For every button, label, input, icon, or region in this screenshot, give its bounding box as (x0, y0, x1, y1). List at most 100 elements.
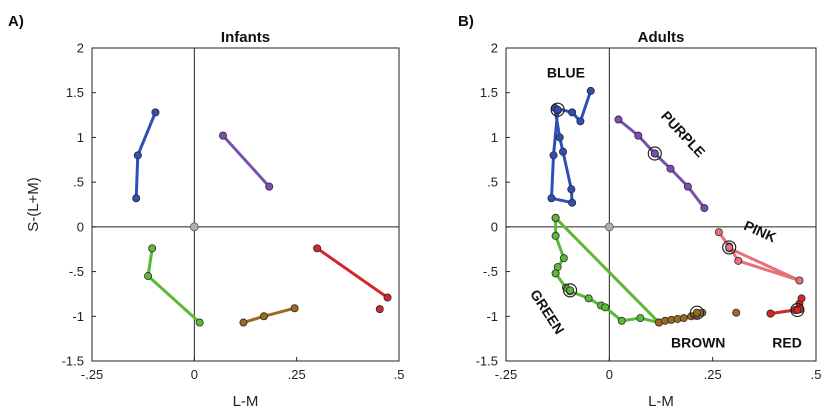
x-tick-label: .25 (704, 367, 722, 382)
y-tick-label: 1 (77, 130, 84, 145)
data-point (683, 182, 692, 191)
data-series (239, 304, 299, 327)
x-tick-label: .5 (811, 367, 822, 382)
color-annotation: GREEN (527, 287, 568, 337)
data-point (614, 115, 623, 124)
color-annotation: BROWN (671, 335, 725, 351)
y-tick-label: .5 (73, 175, 84, 190)
data-point (586, 86, 595, 95)
data-point (148, 244, 157, 253)
data-series (654, 305, 707, 327)
x-tick-label: .25 (288, 367, 306, 382)
series-line (146, 246, 202, 324)
y-tick-label: -1 (486, 309, 498, 324)
series-line (221, 134, 271, 189)
data-series (732, 308, 741, 317)
color-annotation: PINK (742, 217, 779, 245)
plot-panel: -.25 0 .25 .5 -1.5 -1 -.5 0 .5 1 1.5 2 A) Infants L-M S… (8, 13, 404, 410)
data-point (584, 294, 593, 303)
highlight-point (725, 243, 734, 252)
data-point (734, 256, 743, 265)
highlight-ring (647, 146, 662, 161)
data-point (732, 308, 741, 317)
highlight-point (566, 286, 575, 295)
highlight-point (650, 149, 659, 158)
data-point (700, 204, 709, 213)
y-tick-label: 0 (491, 219, 498, 234)
highlight-ring (562, 283, 578, 298)
data-point (239, 318, 248, 327)
origin-point (604, 222, 614, 232)
data-point (568, 108, 577, 117)
data-point (617, 316, 626, 325)
y-tick-label: -1 (72, 309, 84, 324)
data-point (559, 147, 568, 156)
data-point (290, 304, 299, 313)
plot-panel: -.25 0 .25 .5 -1.5 -1 -.5 0 .5 1 1.5 2 B) Adults L-M BL… (458, 13, 821, 410)
y-tick-label: -.5 (483, 264, 498, 279)
data-point (795, 276, 804, 285)
highlight-ring (550, 102, 565, 117)
color-annotation: RED (772, 335, 802, 351)
highlight-ring (722, 240, 737, 255)
data-point (679, 314, 688, 323)
data-point (133, 151, 142, 160)
y-tick-label: -1.5 (476, 354, 498, 369)
data-point (551, 231, 560, 240)
panel-label: A) (8, 13, 24, 30)
x-axis-label: L-M (648, 393, 674, 410)
data-point (259, 312, 268, 321)
series-line (616, 118, 706, 210)
data-series (218, 131, 274, 191)
data-point (375, 305, 384, 314)
data-point (797, 294, 806, 303)
y-tick-label: .5 (487, 175, 498, 190)
chart-title: Infants (221, 29, 270, 46)
y-tick-label: -1.5 (62, 354, 84, 369)
series-line (315, 246, 389, 299)
data-point (265, 182, 274, 191)
highlight-ring (790, 302, 805, 318)
y-tick-label: 2 (491, 41, 498, 56)
y-tick-label: 1.5 (66, 85, 84, 100)
color-annotation: BLUE (547, 65, 585, 81)
y-tick-label: 1.5 (480, 85, 498, 100)
data-point (666, 164, 675, 173)
data-series (132, 108, 160, 203)
y-tick-label: 0 (77, 219, 84, 234)
data-series (313, 244, 392, 302)
data-point (313, 244, 322, 253)
data-point (567, 185, 576, 194)
data-series (547, 86, 595, 207)
x-tick-label: .5 (394, 367, 405, 382)
y-axis-label: S-(L+M) (25, 177, 42, 232)
y-tick-label: 1 (491, 130, 498, 145)
panel-label: B) (458, 13, 474, 30)
data-point (132, 194, 141, 203)
color-annotation: PURPLE (658, 108, 708, 160)
data-point (218, 131, 227, 140)
x-tick-label: 0 (606, 367, 613, 382)
data-point (549, 151, 558, 160)
x-tick-label: -.25 (495, 367, 517, 382)
data-series (766, 294, 806, 318)
data-point (551, 213, 560, 222)
x-tick-label: -.25 (81, 367, 103, 382)
highlight-point (793, 306, 802, 315)
data-series (144, 244, 204, 327)
data-series (714, 228, 804, 285)
highlight-point (553, 105, 562, 114)
y-tick-label: 2 (77, 41, 84, 56)
data-point (576, 117, 585, 126)
data-point (383, 293, 392, 302)
data-point (634, 131, 643, 140)
data-point (601, 303, 610, 312)
x-tick-label: 0 (191, 367, 198, 382)
data-point (555, 133, 564, 142)
highlight-ring (689, 305, 705, 320)
data-series (614, 115, 709, 213)
data-point (636, 314, 645, 323)
axes-box (91, 47, 400, 362)
y-tick-label: -.5 (69, 264, 84, 279)
